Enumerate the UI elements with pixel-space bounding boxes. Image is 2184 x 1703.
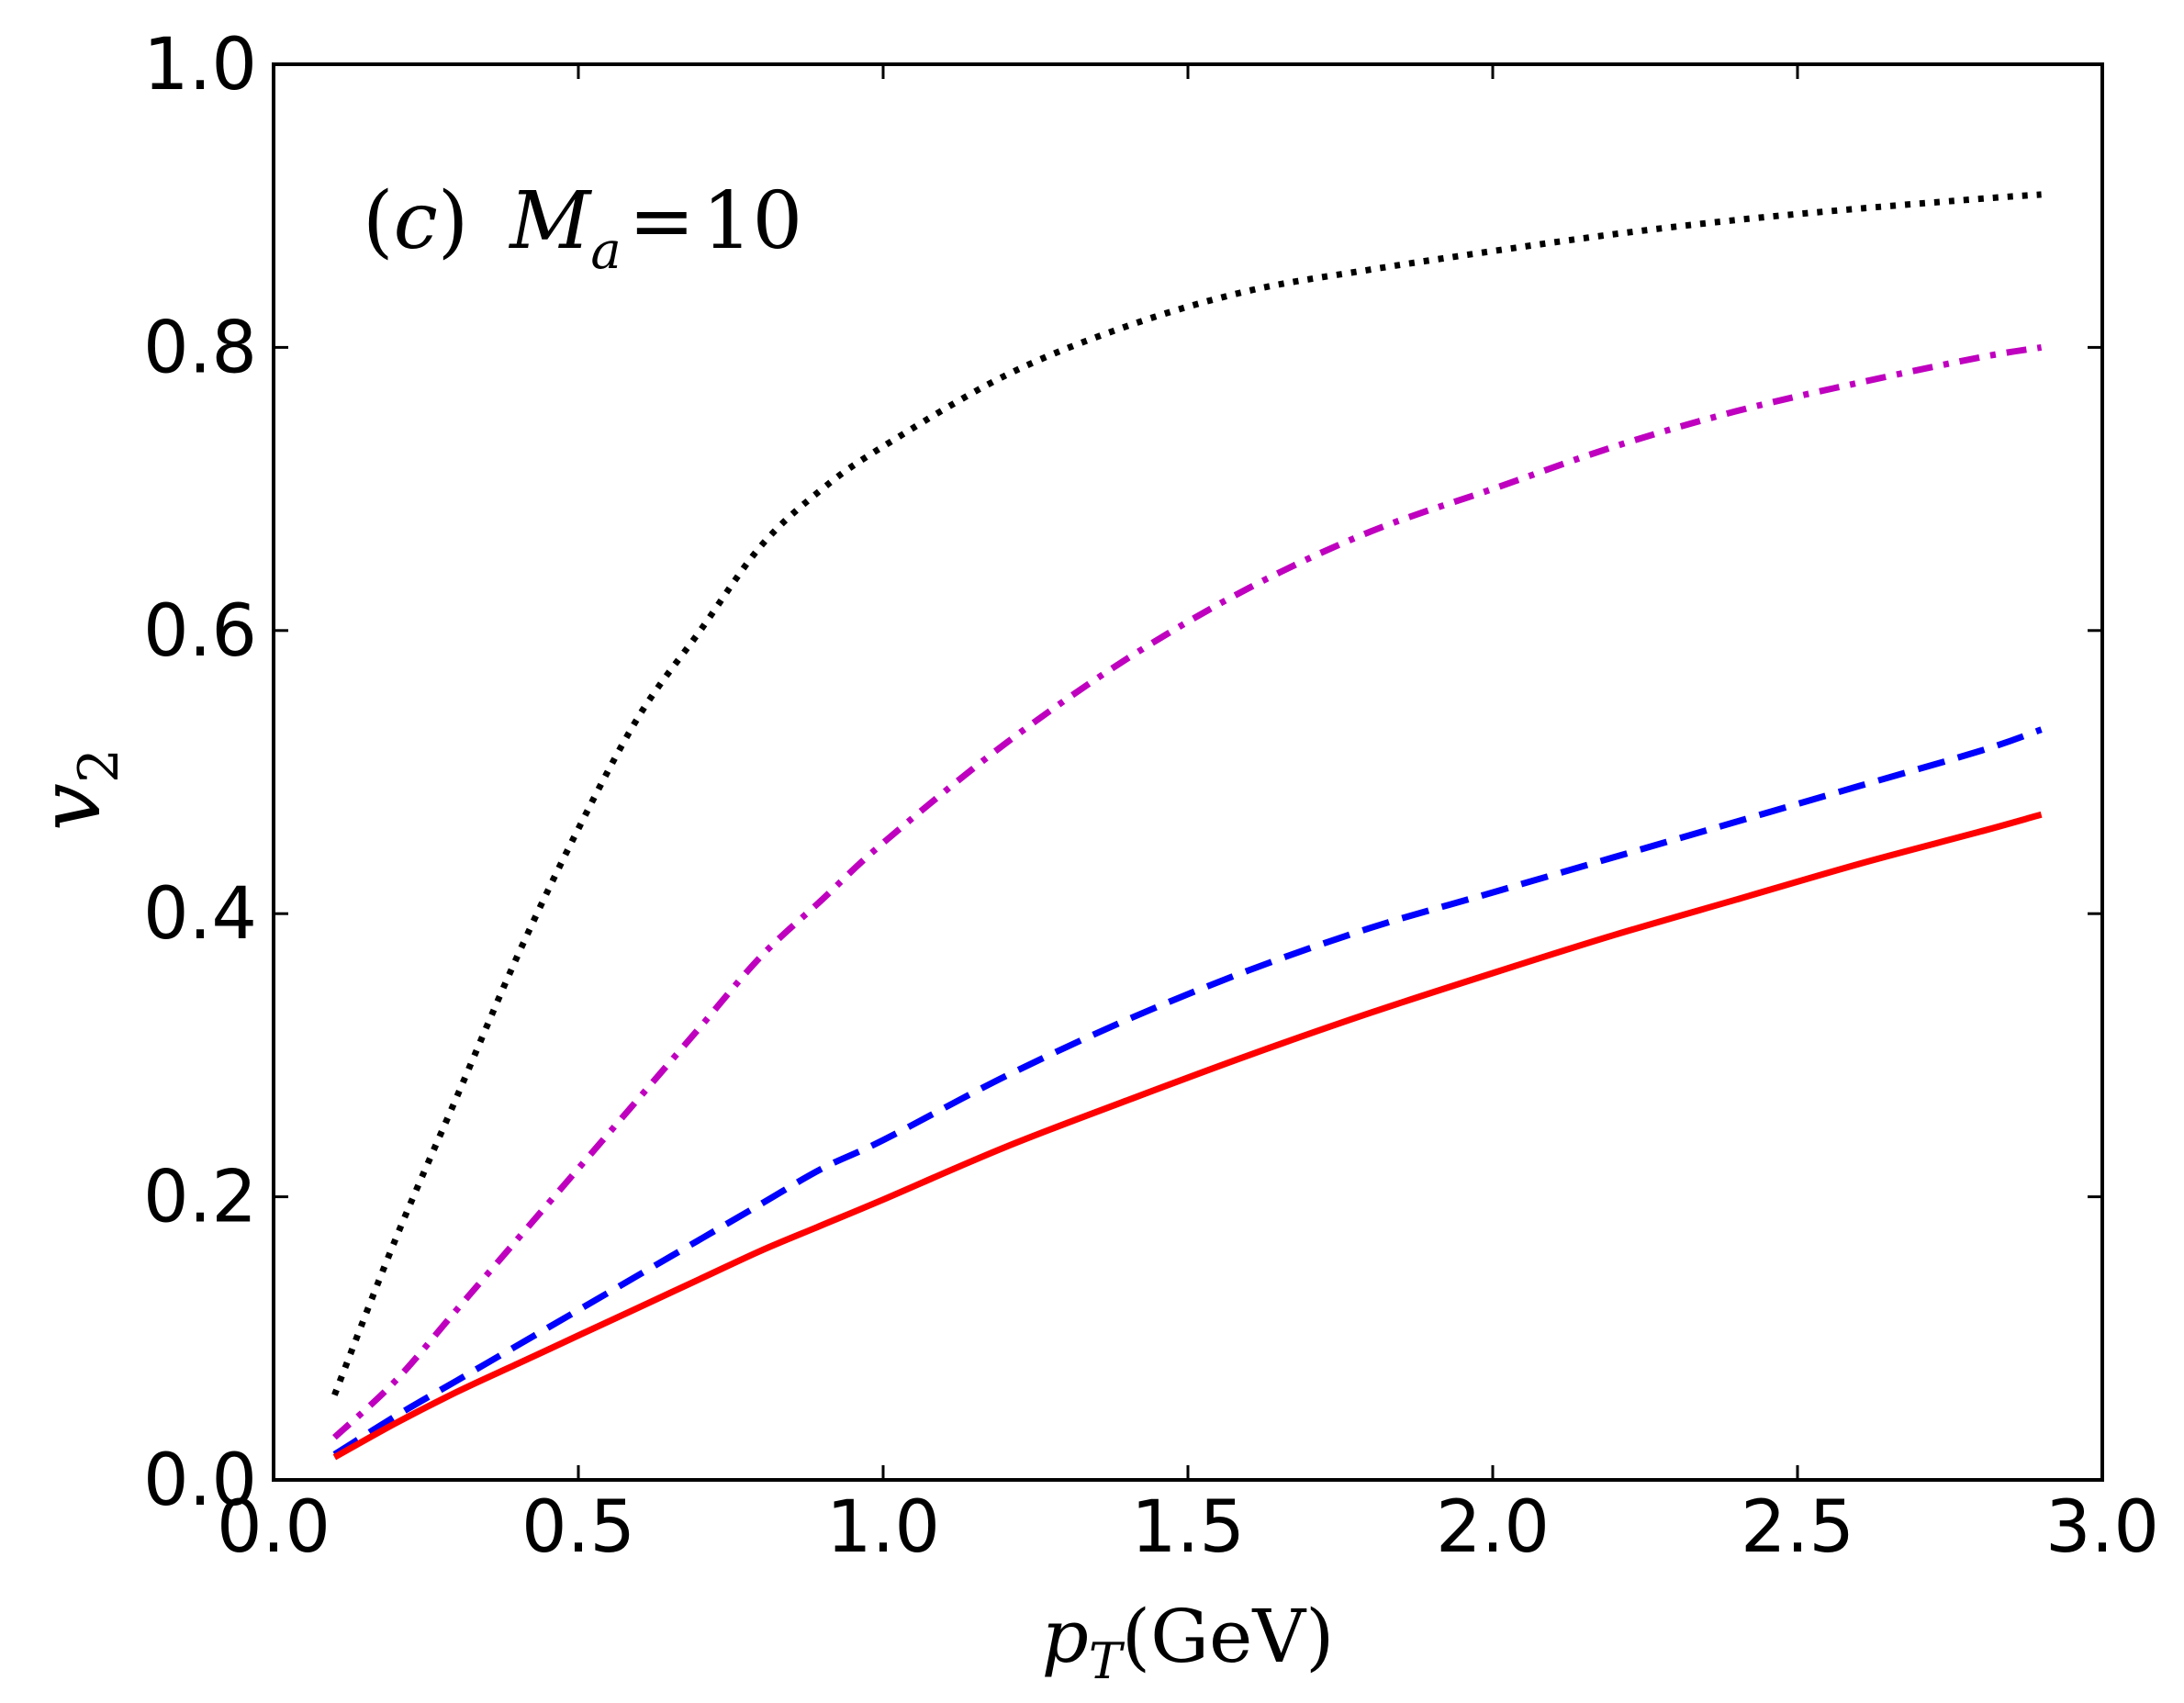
x-axis-label-subscript: T — [1089, 1632, 1126, 1690]
series-layer — [331, 191, 2043, 1461]
annotation-paren-open: ( — [363, 175, 394, 267]
annotation-paren-close: ) — [438, 175, 469, 267]
tick-layer: 0.0 0.5 1.0 1.5 2.0 2.5 3.0 0.0 0.2 0.4 0.6 0.8 1.0 — [143, 24, 2159, 1569]
x-tick-label: 2.0 — [1436, 1486, 1550, 1569]
y-axis-label-symbol: v — [21, 783, 119, 831]
annotation-symbol: M — [508, 175, 592, 267]
y-tick-label: 0.2 — [143, 1157, 257, 1239]
y-tick-label: 0.6 — [143, 590, 257, 673]
annotation-value: 10 — [702, 175, 802, 267]
y-tick-label: 0.8 — [143, 307, 257, 389]
series-line-solid-red — [332, 811, 2043, 1461]
x-tick-label: 1.0 — [826, 1486, 940, 1569]
y-tick-label: 1.0 — [143, 24, 257, 106]
y-tick-label: 0.4 — [143, 873, 257, 956]
annotation-equals: = — [629, 175, 695, 267]
y-tick-label: 0.0 — [143, 1440, 257, 1522]
x-axis-label-symbol: p — [1042, 1594, 1089, 1679]
y-axis-label-subscript: 2 — [67, 748, 131, 783]
series-line-dashed-blue — [332, 726, 2043, 1458]
x-axis-label-unit: (GeV) — [1122, 1594, 1334, 1679]
x-tick-label: 2.5 — [1741, 1486, 1854, 1569]
x-tick-label: 3.0 — [2045, 1486, 2159, 1569]
annotation-subscript: a — [590, 221, 621, 281]
y-axis-label: v2 — [21, 748, 131, 831]
x-tick-label: 1.5 — [1131, 1486, 1245, 1569]
x-axis-label: pT(GeV) — [1042, 1594, 1335, 1690]
annotation-panel-letter: c — [394, 175, 438, 267]
series-line-dashdot-magenta — [332, 343, 2043, 1440]
panel-annotation: (c) Ma=10 — [363, 175, 802, 281]
x-tick-label: 0.5 — [521, 1486, 635, 1569]
x-tick-label: 0.0 — [217, 1486, 330, 1569]
